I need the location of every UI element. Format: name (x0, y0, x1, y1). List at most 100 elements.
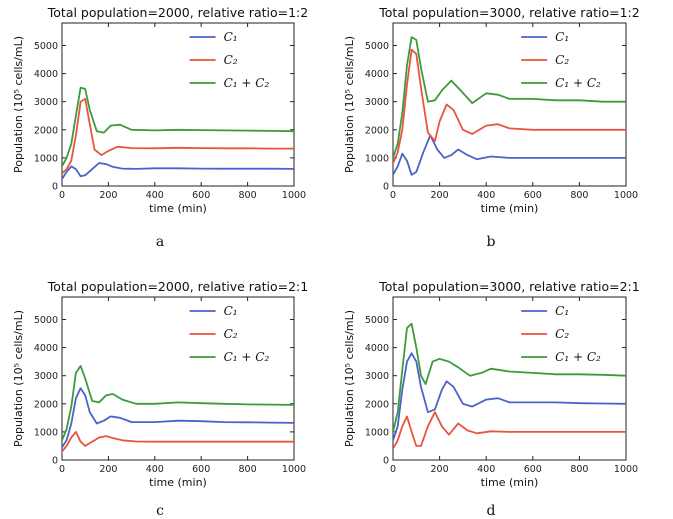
chart-panel-c: Total population=2000, relative ratio=2:… (12, 279, 308, 519)
legend-label-2: C₂ (224, 53, 238, 67)
y-tick-label: 5000 (365, 41, 389, 52)
x-tick-label: 0 (390, 464, 396, 475)
x-tick-label: 400 (477, 190, 495, 201)
x-tick-label: 400 (146, 464, 164, 475)
y-tick-label: 3000 (365, 97, 389, 108)
chart-title: Total population=3000, relative ratio=2:… (378, 279, 639, 294)
plot-frame (61, 296, 295, 461)
series-line-3 (393, 322, 626, 433)
y-tick-label: 4000 (34, 69, 58, 80)
x-axis-label: time (min) (149, 476, 207, 489)
y-tick-label: 3000 (34, 371, 58, 382)
chart-title: Total population=3000, relative ratio=1:… (378, 5, 639, 20)
y-tick-label: 3000 (365, 371, 389, 382)
y-tick-label: 2000 (34, 399, 58, 410)
x-tick-label: 200 (99, 464, 117, 475)
y-tick-label: 1000 (365, 153, 389, 164)
chart-title: Total population=2000, relative ratio=2:… (47, 279, 308, 294)
legend-label-2: C₂ (224, 327, 238, 341)
x-tick-label: 400 (477, 464, 495, 475)
series-line-1 (393, 352, 626, 442)
x-tick-label: 200 (99, 190, 117, 201)
y-tick-label: 0 (383, 182, 389, 193)
x-tick-label: 600 (192, 464, 210, 475)
x-tick-label: 400 (146, 190, 164, 201)
x-axis-label: time (min) (481, 476, 539, 489)
x-tick-label: 1000 (282, 190, 306, 201)
y-axis-label: Population (10⁵ cells/mL) (343, 36, 356, 173)
series-line-3 (62, 86, 294, 168)
series-line-1 (393, 134, 626, 176)
series-line-1 (62, 162, 294, 180)
y-axis-label: Population (10⁵ cells/mL) (343, 310, 356, 447)
x-tick-label: 200 (431, 190, 449, 201)
x-tick-label: 800 (239, 464, 257, 475)
x-tick-label: 1000 (282, 464, 306, 475)
x-tick-label: 1000 (614, 464, 638, 475)
x-tick-label: 600 (192, 190, 210, 201)
y-tick-label: 1000 (34, 427, 58, 438)
x-tick-label: 800 (570, 464, 588, 475)
panel-caption: d (487, 503, 496, 519)
legend-label-1: C₁ (555, 304, 569, 318)
series-line-2 (393, 411, 626, 450)
series-line-2 (62, 98, 294, 175)
x-tick-label: 600 (524, 190, 542, 201)
series-line-2 (62, 430, 294, 453)
chart-panel-a: Total population=2000, relative ratio=1:… (12, 5, 308, 250)
y-tick-label: 0 (52, 456, 58, 467)
legend-label-2: C₂ (555, 53, 569, 67)
y-tick-label: 3000 (34, 97, 58, 108)
y-axis-label: Population (10⁵ cells/mL) (12, 310, 25, 447)
chart-title: Total population=2000, relative ratio=1:… (47, 5, 308, 20)
legend-label-2: C₂ (555, 327, 569, 341)
series-line-3 (393, 36, 626, 159)
y-tick-label: 2000 (365, 399, 389, 410)
y-tick-label: 2000 (365, 125, 389, 136)
y-axis-label: Population (10⁵ cells/mL) (12, 36, 25, 173)
x-axis-label: time (min) (149, 202, 207, 215)
x-tick-label: 600 (524, 464, 542, 475)
x-tick-label: 0 (59, 190, 65, 201)
legend-label-1: C₁ (555, 30, 569, 44)
x-tick-label: 0 (59, 464, 65, 475)
panel-caption: b (487, 234, 496, 250)
x-tick-label: 200 (431, 464, 449, 475)
series-group (62, 364, 294, 453)
y-tick-label: 0 (52, 182, 58, 193)
y-tick-label: 1000 (34, 153, 58, 164)
panel-caption: a (156, 234, 164, 250)
legend-label-1: C₁ (224, 30, 238, 44)
series-group (393, 322, 626, 450)
y-tick-label: 4000 (365, 343, 389, 354)
series-line-2 (393, 48, 626, 165)
y-tick-label: 5000 (34, 315, 58, 326)
legend-label-3: C₁ + C₂ (224, 76, 270, 90)
legend-label-3: C₁ + C₂ (555, 350, 601, 364)
chart-panel-b: Total population=3000, relative ratio=1:… (343, 5, 640, 250)
chart-panel-d: Total population=3000, relative ratio=2:… (343, 279, 640, 519)
x-tick-label: 800 (570, 190, 588, 201)
x-tick-label: 1000 (614, 190, 638, 201)
x-tick-label: 0 (390, 190, 396, 201)
x-tick-label: 800 (239, 190, 257, 201)
y-tick-label: 5000 (34, 41, 58, 52)
legend-label-3: C₁ + C₂ (224, 350, 270, 364)
legend-label-3: C₁ + C₂ (555, 76, 601, 90)
plot-frame (392, 22, 627, 187)
series-line-1 (62, 387, 294, 449)
plot-frame (61, 22, 295, 187)
y-tick-label: 4000 (34, 343, 58, 354)
series-group (393, 36, 626, 176)
plot-frame (392, 296, 627, 461)
x-axis-label: time (min) (481, 202, 539, 215)
series-group (62, 86, 294, 180)
y-tick-label: 1000 (365, 427, 389, 438)
y-tick-label: 4000 (365, 69, 389, 80)
y-tick-label: 2000 (34, 125, 58, 136)
y-tick-label: 0 (383, 456, 389, 467)
panel-caption: c (156, 503, 164, 519)
y-tick-label: 5000 (365, 315, 389, 326)
series-line-3 (62, 364, 294, 442)
